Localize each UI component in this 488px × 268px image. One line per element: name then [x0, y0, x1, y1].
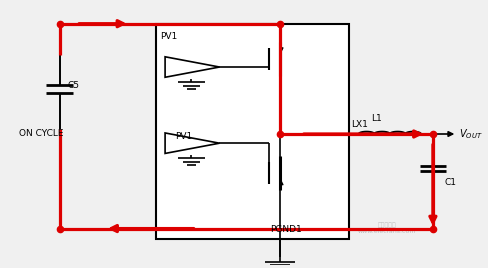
Text: PV1: PV1	[160, 32, 178, 40]
Text: $V_{OUT}$: $V_{OUT}$	[459, 127, 483, 141]
Text: PGND1: PGND1	[270, 225, 302, 234]
Text: C1: C1	[445, 178, 457, 187]
Text: ON CYCLE: ON CYCLE	[19, 129, 64, 139]
Text: LX1: LX1	[351, 120, 368, 129]
Text: C5: C5	[67, 81, 79, 90]
Text: 电子发烧友
www.elecfans.com: 电子发烧友 www.elecfans.com	[358, 222, 417, 234]
Text: PV1: PV1	[175, 132, 192, 140]
Bar	[156, 24, 349, 239]
Text: L1: L1	[371, 114, 382, 124]
